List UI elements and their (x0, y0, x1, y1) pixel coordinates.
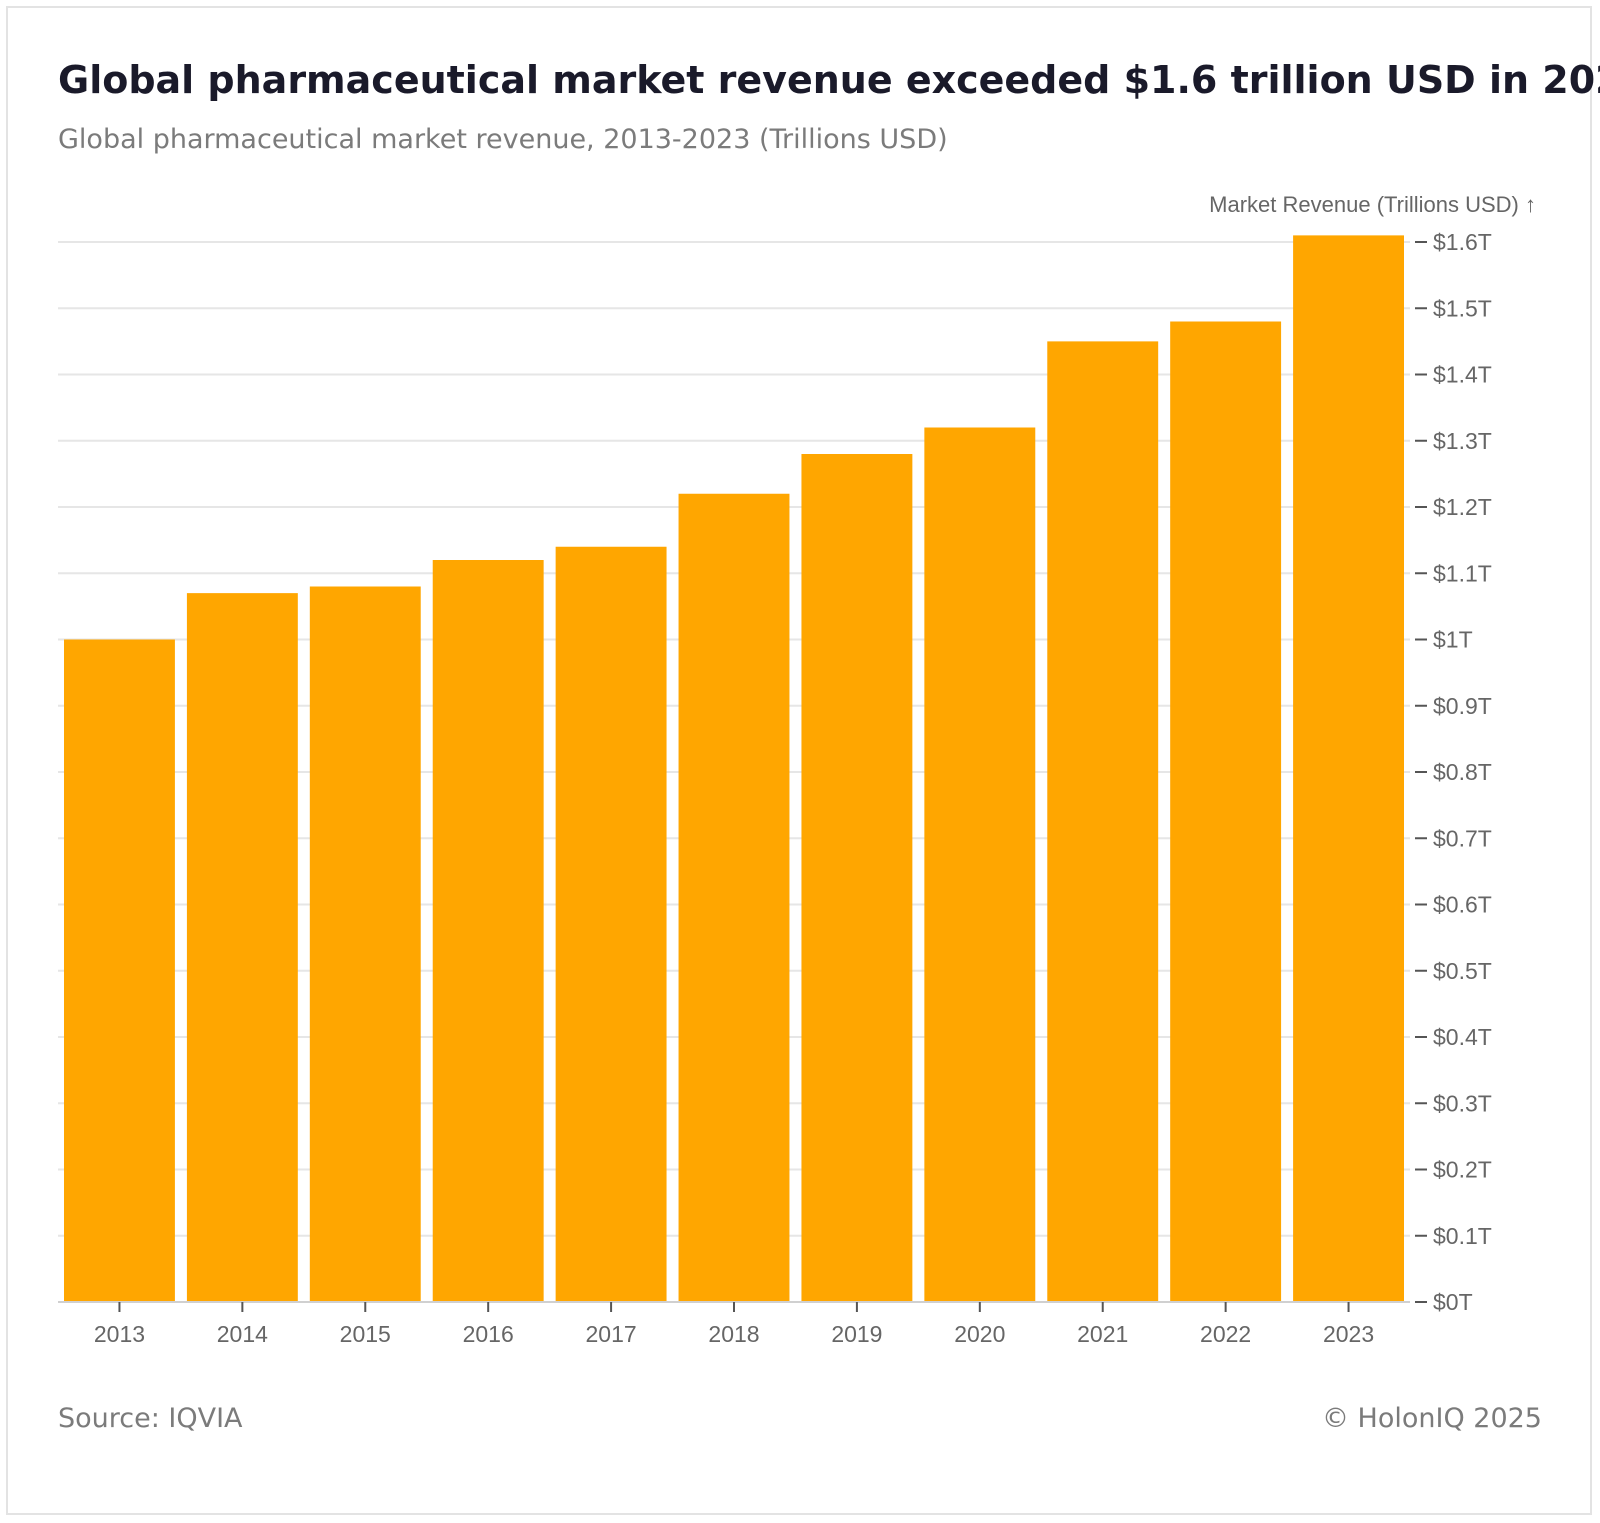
bar-2017[interactable] (555, 546, 667, 1302)
bar-2014[interactable] (186, 593, 298, 1302)
x-tick-label: 2016 (463, 1321, 514, 1347)
bar-2021[interactable] (1047, 341, 1159, 1302)
y-tick-label: $1.6T (1433, 229, 1492, 255)
bar-2016[interactable] (432, 560, 544, 1302)
y-tick-label: $0.9T (1433, 693, 1492, 719)
chart-subtitle: Global pharmaceutical market revenue, 20… (58, 124, 948, 155)
y-tick-label: $1.4T (1433, 362, 1492, 388)
y-tick-label: $1T (1433, 627, 1473, 653)
y-tick-label: $0.3T (1433, 1090, 1492, 1116)
y-axis: $0T $0.1T $0.2T $0.3T $0.4T $0.5T $0.6T $0.7T $0… (1415, 229, 1492, 1315)
y-tick-label: $0.6T (1433, 892, 1492, 918)
bar-2022[interactable] (1170, 321, 1282, 1303)
x-tick-label: 2014 (217, 1321, 268, 1347)
y-tick-label: $1.5T (1433, 295, 1492, 321)
y-tick-label: $0.4T (1433, 1024, 1492, 1050)
y-tick-label: $0.7T (1433, 825, 1492, 851)
x-tick-label: 2023 (1323, 1321, 1374, 1347)
x-tick-label: 2015 (340, 1321, 391, 1347)
bar-2018[interactable] (678, 493, 790, 1302)
y-tick-label: $0.8T (1433, 759, 1492, 785)
x-tick-label: 2018 (708, 1321, 759, 1347)
chart-title: Global pharmaceutical market revenue exc… (58, 58, 1600, 102)
y-tick-label: $1.3T (1433, 428, 1492, 454)
x-tick-label: 2017 (586, 1321, 637, 1347)
y-tick-label: $1.1T (1433, 560, 1492, 586)
bars (64, 235, 1404, 1302)
y-tick-label: $0T (1433, 1289, 1473, 1315)
x-tick-label: 2020 (954, 1321, 1005, 1347)
y-tick-label: $0.1T (1433, 1223, 1492, 1249)
bar-2023[interactable] (1293, 235, 1404, 1302)
y-axis-label: Market Revenue (Trillions USD) ↑ (1209, 192, 1536, 217)
bar-2015[interactable] (309, 586, 421, 1303)
bar-2013[interactable] (64, 639, 175, 1303)
source-note: Source: IQVIA (58, 1403, 243, 1434)
x-tick-label: 2021 (1077, 1321, 1128, 1347)
y-tick-label: $0.2T (1433, 1157, 1492, 1183)
bar-2020[interactable] (924, 427, 1036, 1303)
copyright-note: © HolonIQ 2025 (1321, 1403, 1542, 1434)
y-tick-label: $0.5T (1433, 958, 1492, 984)
x-axis: 2013 2014 2015 2016 2017 2018 2019 2020 2021 2022… (58, 1301, 1410, 1347)
x-tick-label: 2013 (94, 1321, 145, 1347)
bar-2019[interactable] (801, 454, 913, 1302)
x-tick-label: 2019 (831, 1321, 882, 1347)
y-tick-label: $1.2T (1433, 494, 1492, 520)
x-tick-label: 2022 (1200, 1321, 1251, 1347)
